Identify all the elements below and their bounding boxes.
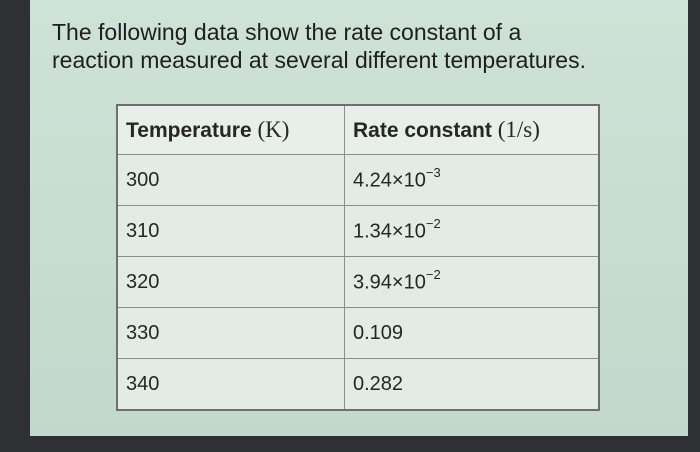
table-header-row: Temperature (K) Rate constant (1/s) <box>116 104 600 155</box>
header-temperature-label: Temperature <box>126 119 252 142</box>
table-row: 320 3.94×10−2 <box>116 256 600 308</box>
temperature-cell: 320 <box>116 256 345 308</box>
rate-exponent: −2 <box>425 216 441 232</box>
temperature-cell: 300 <box>116 154 345 206</box>
rate-mantissa: 0.282 <box>353 372 404 395</box>
rate-mantissa: 0.109 <box>353 321 404 344</box>
rate-mantissa: 1.34×10 <box>353 220 426 243</box>
table-row: 330 0.109 <box>116 307 600 359</box>
data-table: Temperature (K) Rate constant (1/s) 300 … <box>116 104 600 411</box>
temperature-cell: 340 <box>116 358 345 411</box>
table-row: 300 4.24×10−3 <box>116 154 600 206</box>
rate-mantissa: 3.94×10 <box>353 271 426 294</box>
rate-constant-cell: 1.34×10−2 <box>344 205 600 257</box>
header-rate-constant-unit: (1/s) <box>497 117 540 142</box>
header-rate-constant-label: Rate constant <box>353 119 492 142</box>
temperature-cell: 310 <box>116 205 345 257</box>
question-text: The following data show the rate constan… <box>52 18 662 74</box>
rate-exponent: −2 <box>425 267 441 283</box>
rate-constant-cell: 3.94×10−2 <box>344 256 600 308</box>
question-line-1: The following data show the rate constan… <box>52 19 522 45</box>
header-temperature-unit: (K) <box>257 117 290 142</box>
temperature-cell: 330 <box>116 307 345 359</box>
header-rate-constant: Rate constant (1/s) <box>344 104 600 155</box>
header-temperature: Temperature (K) <box>116 104 345 155</box>
question-card: The following data show the rate constan… <box>30 0 688 436</box>
question-line-2: reaction measured at several different t… <box>52 47 586 73</box>
rate-exponent: −3 <box>425 165 441 181</box>
rate-constant-cell: 4.24×10−3 <box>344 154 600 206</box>
rate-constant-cell: 0.109 <box>344 307 600 359</box>
rate-constant-cell: 0.282 <box>344 358 600 411</box>
table-row: 340 0.282 <box>116 358 600 411</box>
rate-mantissa: 4.24×10 <box>353 169 426 192</box>
table-row: 310 1.34×10−2 <box>116 205 600 257</box>
